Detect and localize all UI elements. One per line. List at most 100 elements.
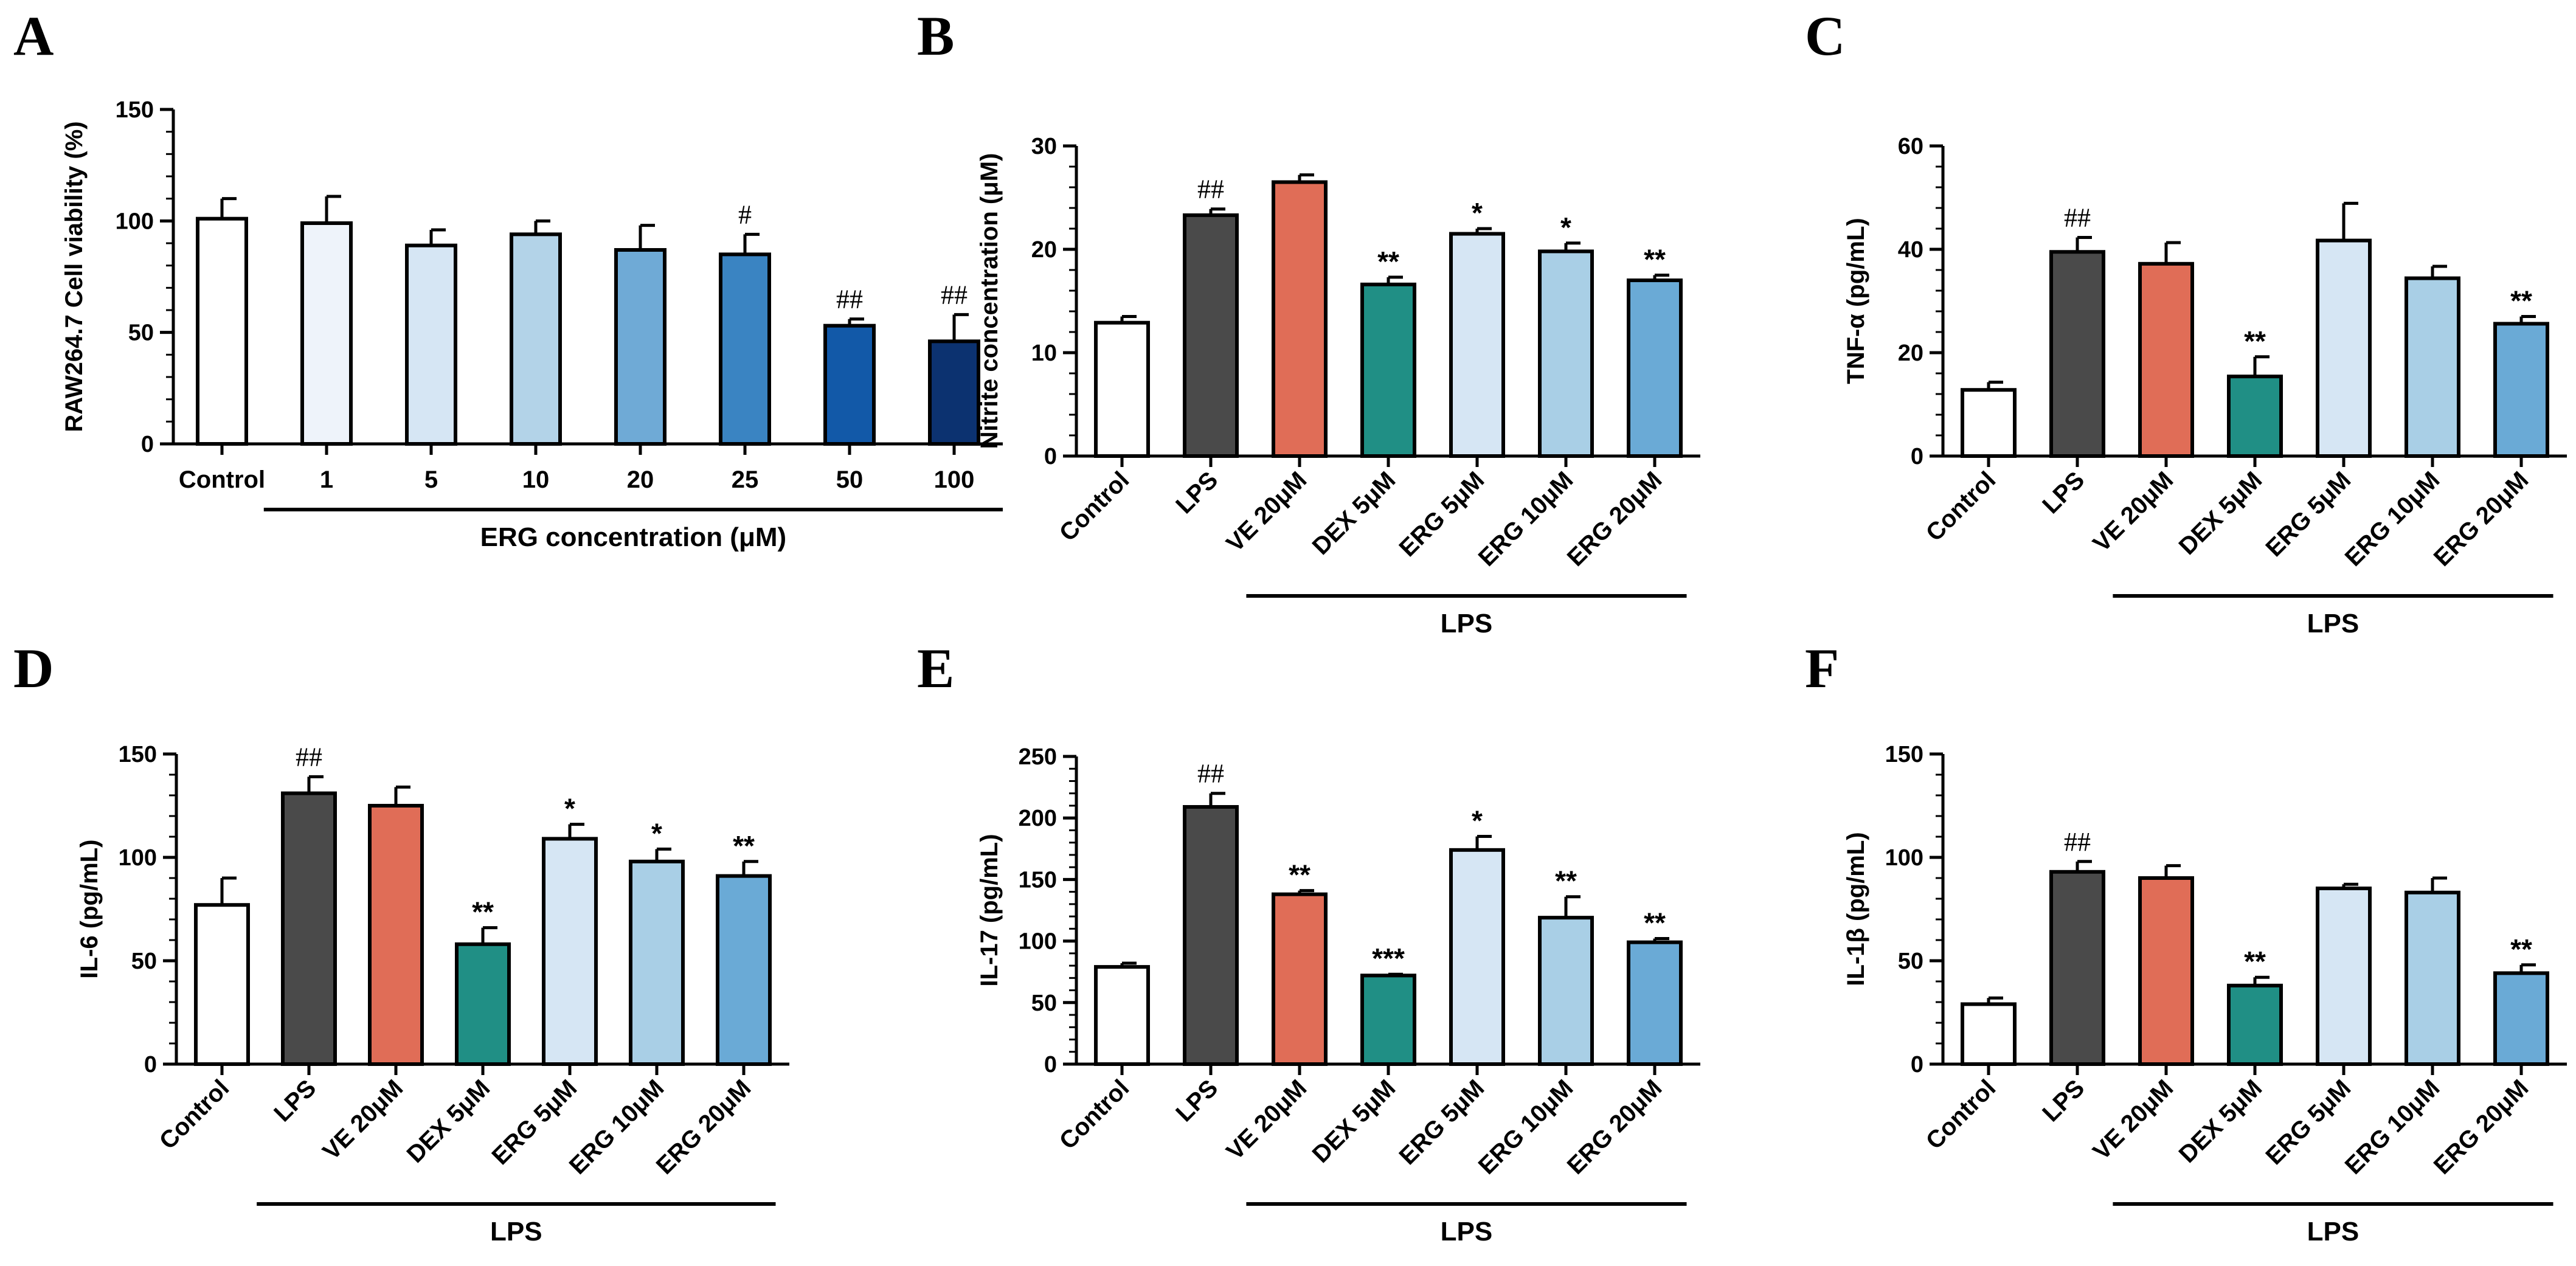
group-label: LPS (490, 1217, 542, 1247)
x-category-label: Control (154, 1074, 235, 1155)
y-tick-label: 0 (141, 432, 154, 457)
x-category-label: ERG 5μM (2260, 466, 2356, 562)
x-category-label: 1 (320, 466, 333, 493)
x-category-label: LPS (2037, 1074, 2090, 1127)
bar-1 (300, 221, 353, 446)
y-tick-label: 0 (1911, 444, 1923, 469)
x-category-label: VE 20μM (2088, 1074, 2178, 1165)
y-tick-label: 250 (1019, 744, 1057, 770)
bar-dex-5-m (2227, 983, 2283, 1067)
bar-ve-20-m (1272, 180, 1328, 458)
bar-dex-5-m (1360, 974, 1416, 1066)
x-category-label: ERG 20μM (651, 1074, 757, 1180)
x-category-label: DEX 5μM (1307, 466, 1401, 560)
significance-label: ** (1555, 865, 1577, 897)
y-tick-label: 150 (1885, 742, 1923, 767)
y-axis-label: IL-1β (pg/mL) (1843, 832, 1869, 986)
panel-letter: C (1805, 5, 1845, 67)
x-category-label: ERG 10μM (2340, 1074, 2445, 1180)
y-tick-label: 100 (1885, 845, 1923, 871)
significance-label: ** (733, 830, 755, 862)
group-label: LPS (2307, 609, 2360, 638)
significance-label: * (651, 817, 662, 849)
significance-label: ** (1644, 907, 1666, 939)
x-category-label: ERG 5μM (2260, 1074, 2356, 1170)
bar-ve-20-m (2138, 876, 2194, 1066)
panel-letter: E (917, 637, 954, 699)
bar-erg-5-m (1449, 232, 1505, 458)
x-category-label: LPS (1171, 466, 1223, 519)
bar-50 (823, 323, 876, 446)
y-axis-label: IL-6 (pg/mL) (76, 840, 103, 979)
y-tick-label: 20 (1031, 237, 1057, 263)
bar-control (1094, 320, 1150, 458)
y-tick-label: 150 (116, 97, 154, 123)
bar-100 (928, 339, 980, 446)
x-category-label: ERG 10μM (2340, 466, 2445, 572)
panel-letter: F (1805, 637, 1839, 699)
significance-label: ** (2244, 946, 2266, 977)
bar-control (1094, 965, 1150, 1066)
bar-dex-5-m (2227, 375, 2283, 458)
bar-lps (1183, 213, 1239, 458)
x-category-label: DEX 5μM (2174, 1074, 2268, 1168)
bar-erg-20-m (716, 874, 772, 1066)
x-category-label: ERG 5μM (1394, 466, 1489, 562)
panel-c: C 0 20 40 60 TNF-α (pg/mL) Control LPS ## VE 20μM… (1805, 5, 2567, 638)
x-category-label: Control (1054, 466, 1135, 547)
x-category-label: DEX 5μM (2174, 466, 2268, 560)
y-tick-label: 50 (128, 320, 154, 346)
significance-label: ** (1377, 246, 1399, 277)
bar-erg-20-m (2493, 322, 2549, 458)
x-category-label: ERG 20μM (2429, 466, 2534, 572)
x-category-label: ERG 20μM (1562, 1074, 1667, 1180)
x-category-label: Control (1054, 1074, 1135, 1155)
x-category-label: 25 (732, 466, 759, 493)
significance-label: ** (2244, 325, 2266, 357)
x-category-label: VE 20μM (1221, 1074, 1312, 1165)
bar-10 (510, 232, 562, 446)
x-category-label: 100 (934, 466, 975, 493)
panel-e: E 0 50 100 150 200 250 IL-17 (pg/mL) Control LPS #… (917, 637, 1700, 1247)
bar-dex-5-m (455, 942, 511, 1067)
y-axis-label: RAW264.7 Cell viability (%) (61, 121, 88, 432)
x-category-label: DEX 5μM (402, 1074, 496, 1168)
x-category-label: 20 (627, 466, 654, 493)
significance-label: * (1560, 212, 1571, 243)
bar-control (1961, 1002, 2017, 1067)
group-label: ERG concentration (μM) (480, 522, 787, 552)
y-tick-label: 100 (116, 209, 154, 234)
bar-erg-5-m (1449, 848, 1505, 1066)
bar-20 (614, 248, 667, 446)
x-category-label: 5 (424, 466, 438, 493)
y-tick-label: 50 (1031, 991, 1057, 1016)
bar-lps (281, 791, 337, 1066)
y-tick-label: 30 (1031, 134, 1057, 159)
x-category-label: ERG 5μM (486, 1074, 582, 1170)
significance-label: ## (836, 285, 863, 314)
group-label: LPS (1441, 609, 1493, 638)
panel-letter: A (13, 5, 54, 67)
y-tick-label: 50 (1898, 949, 1923, 974)
x-category-label: LPS (269, 1074, 321, 1127)
y-tick-label: 0 (1044, 1052, 1057, 1077)
significance-label: ** (1644, 244, 1666, 275)
bar-25 (719, 252, 771, 446)
significance-label: * (564, 793, 575, 825)
panel-letter: D (13, 637, 54, 699)
bar-control (1961, 388, 2017, 458)
y-tick-label: 200 (1019, 806, 1057, 831)
x-category-label: ERG 10μM (1473, 466, 1579, 572)
y-tick-label: 150 (1019, 867, 1057, 893)
x-category-label: Control (1921, 1074, 2001, 1155)
y-axis-label: Nitrite concentration (μM) (976, 153, 1003, 449)
bar-ve-20-m (368, 804, 424, 1066)
group-label: LPS (2307, 1217, 2360, 1247)
x-category-label: ERG 10μM (564, 1074, 670, 1180)
x-category-label: VE 20μM (1221, 466, 1312, 557)
bar-erg-10-m (2405, 276, 2460, 458)
significance-label: # (738, 199, 752, 229)
significance-label: *** (1372, 943, 1405, 974)
